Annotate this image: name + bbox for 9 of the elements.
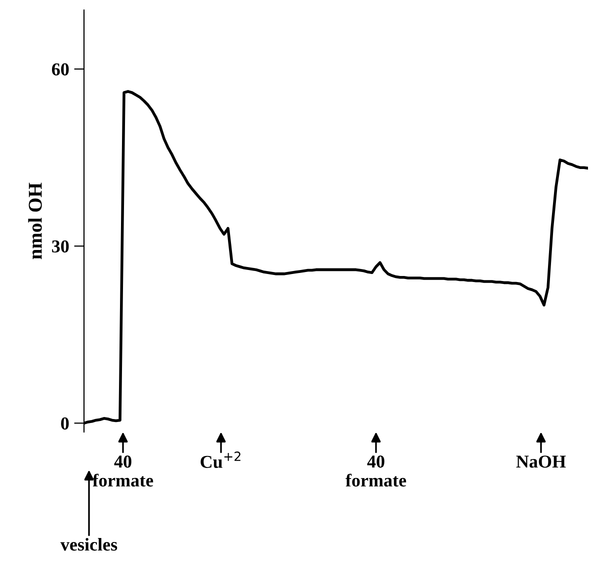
text: Cu$^{+2}$ xyxy=(200,452,240,468)
text: NaOH xyxy=(516,456,566,468)
y-tick-label: 60 xyxy=(52,63,69,76)
y-tick-label: 30 xyxy=(52,240,69,253)
text: 40 formate xyxy=(92,456,154,487)
text: vesicles xyxy=(60,538,118,551)
y-tick-label: 0 xyxy=(61,417,69,430)
text: 40 formate xyxy=(346,456,406,487)
y-axis-title: nmol OH xyxy=(28,182,42,260)
